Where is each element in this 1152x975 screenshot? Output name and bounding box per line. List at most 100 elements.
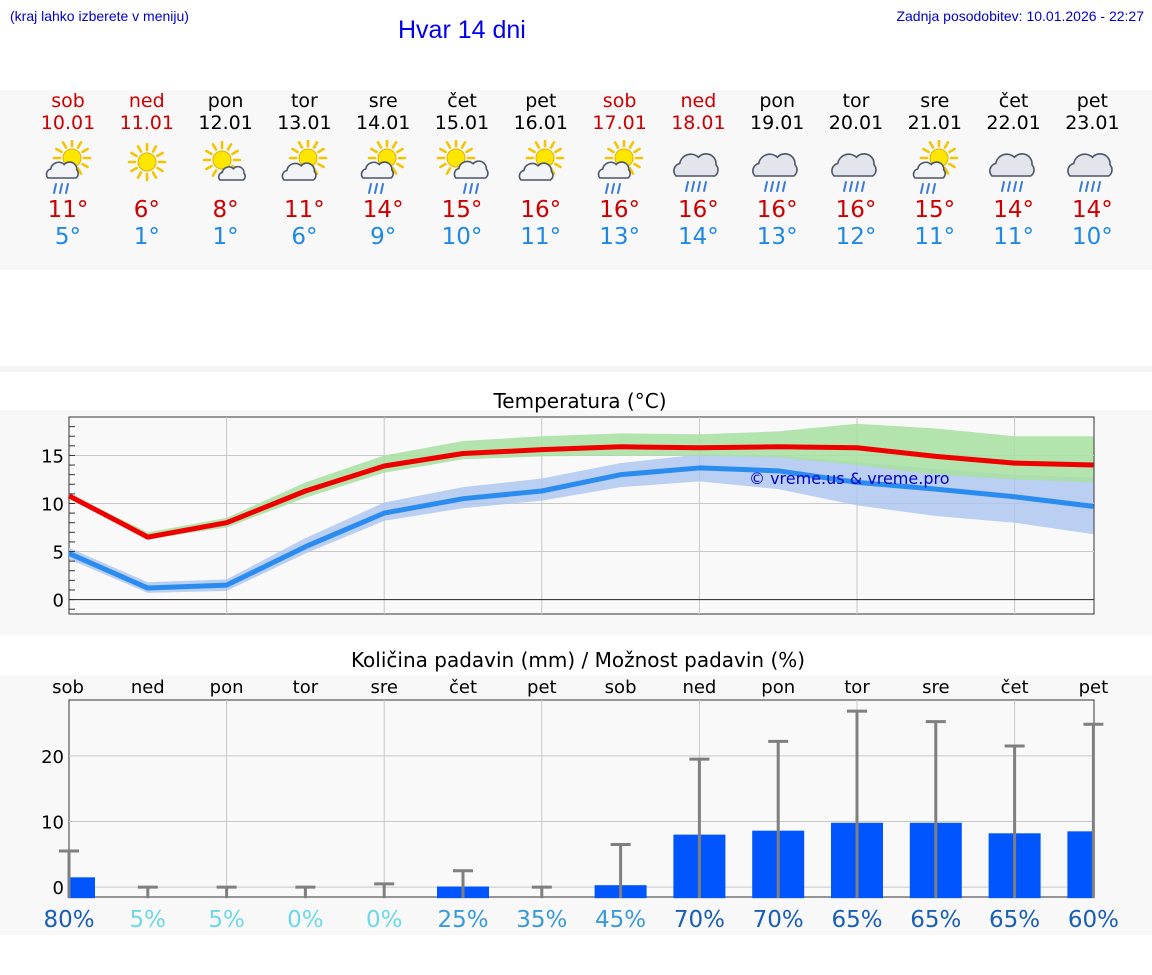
day-date: 14.01: [355, 112, 411, 134]
day-label: tor: [844, 677, 870, 698]
day-name: ned: [680, 90, 717, 112]
precipitation-bar: [69, 877, 95, 899]
day-date: 18.01: [671, 112, 726, 134]
temperature-chart-title: Temperatura (°C): [492, 389, 666, 413]
rain-cloud-icon: [988, 153, 1035, 192]
day-date: 15.01: [434, 112, 490, 134]
day-date: 10.01: [40, 112, 96, 134]
day-label: pon: [210, 677, 244, 698]
day-column: sob 10.01 11° 5°: [28, 90, 108, 250]
min-temperature: 11°: [520, 224, 562, 250]
max-temperature: 16°: [520, 197, 562, 223]
watermark: © vreme.us & vreme.pro: [749, 469, 950, 488]
y-tick-label: 20: [41, 747, 64, 768]
max-temperature: 6°: [133, 197, 160, 223]
day-column: pet 16.01 16° 11°: [501, 90, 581, 250]
y-tick-label: 5: [53, 543, 64, 564]
max-temperature: 11°: [47, 197, 89, 223]
min-temperature: 12°: [835, 224, 877, 250]
day-name: pet: [1076, 90, 1108, 112]
precipitation-probability: 5%: [208, 907, 245, 933]
day-column: ned 18.01 16° 14°: [658, 90, 738, 250]
precipitation-probability: 60%: [1068, 907, 1119, 933]
precipitation-probability: 0%: [366, 907, 403, 933]
y-tick-label: 0: [53, 878, 64, 899]
day-name: tor: [842, 90, 870, 112]
day-date: 23.01: [1065, 112, 1120, 134]
sun-small-cloud-icon: [202, 140, 246, 181]
min-temperature: 1°: [212, 224, 239, 250]
precipitation-probability: 65%: [989, 907, 1040, 933]
day-column: čet 22.01 14° 11°: [974, 90, 1054, 250]
max-temperature: 15°: [914, 197, 956, 223]
precipitation-probability: 5%: [130, 907, 167, 933]
day-label: čet: [449, 677, 477, 698]
day-label: sob: [605, 677, 637, 698]
y-tick-label: 10: [41, 812, 64, 833]
rain-cloud-icon: [831, 153, 877, 192]
partly-sunny-rain-icon: [912, 140, 959, 194]
day-date: 20.01: [828, 112, 884, 134]
y-tick-label: 15: [41, 446, 64, 467]
day-date: 13.01: [277, 112, 332, 134]
day-date: 19.01: [749, 112, 805, 134]
min-temperature: 9°: [370, 224, 397, 250]
precipitation-probability: 70%: [753, 907, 804, 933]
day-name: sre: [920, 90, 950, 112]
day-name: sob: [602, 90, 637, 112]
rain-cloud-icon: [673, 153, 720, 192]
day-name: sob: [51, 90, 85, 112]
max-temperature: 15°: [441, 197, 483, 223]
day-column: ned 11.01 6° 1°: [107, 90, 187, 250]
y-tick-label: 10: [41, 494, 64, 515]
min-range-band: [69, 454, 1094, 593]
precipitation-probability: 70%: [674, 907, 725, 933]
day-label: ned: [682, 677, 716, 698]
day-name: pon: [759, 90, 796, 112]
max-temperature-line: [67, 444, 1094, 540]
max-temperature: 14°: [1072, 197, 1113, 223]
daily-forecast-panel: sob 10.01 11° 5° ned 11.01 6° 1° pon 12.01 8° 1° tor…: [0, 90, 1152, 270]
min-temperature: 14°: [678, 224, 719, 250]
page-title: Hvar 14 dni: [398, 16, 526, 44]
day-label: tor: [293, 677, 319, 698]
max-temperature: 14°: [362, 197, 404, 223]
partly-cloudy-icon: [282, 140, 328, 181]
precipitation-probability: 35%: [516, 907, 567, 933]
day-date: 12.01: [198, 112, 253, 134]
y-tick-label: 0: [53, 591, 64, 612]
max-temperature: 16°: [835, 197, 877, 223]
day-column: sre 14.01 14° 9°: [343, 90, 423, 250]
max-temperature: 16°: [756, 197, 798, 223]
day-label: sre: [922, 677, 949, 698]
min-temperature: 10°: [1072, 224, 1113, 250]
max-temperature: 16°: [678, 197, 719, 223]
min-temperature: 5°: [54, 224, 82, 250]
day-date: 22.01: [986, 112, 1041, 134]
sun-cloud-rain-icon: [436, 140, 489, 194]
precipitation-bar: [1067, 831, 1094, 899]
precipitation-probability: 0%: [287, 907, 324, 933]
sun-icon: [127, 142, 167, 182]
day-name: čet: [447, 90, 477, 112]
day-column: pet 23.01 14° 10°: [1052, 90, 1132, 250]
max-temperature: 16°: [599, 197, 640, 223]
min-temperature: 10°: [441, 224, 483, 250]
day-name: čet: [998, 90, 1029, 112]
precipitation-probability: 65%: [910, 907, 961, 933]
min-temperature: 13°: [599, 224, 640, 250]
max-temperature: 11°: [284, 197, 325, 223]
precipitation-probability: 80%: [43, 907, 94, 933]
day-date: 17.01: [592, 112, 647, 134]
rain-cloud-icon: [1067, 153, 1114, 192]
min-temperature: 1°: [133, 224, 160, 250]
precipitation-probability: 45%: [595, 907, 646, 933]
day-label: ned: [131, 677, 165, 698]
day-label: pet: [527, 677, 557, 698]
day-column: pon 19.01 16° 13°: [737, 90, 817, 250]
precipitation-probability: 65%: [831, 907, 882, 933]
temperature-chart: Temperatura (°C) 0 5 10 15 © vreme.us & vre…: [0, 389, 1152, 635]
day-date: 21.01: [907, 112, 962, 134]
day-label: sob: [52, 677, 84, 698]
day-column: tor 20.01 16° 12°: [816, 90, 896, 250]
